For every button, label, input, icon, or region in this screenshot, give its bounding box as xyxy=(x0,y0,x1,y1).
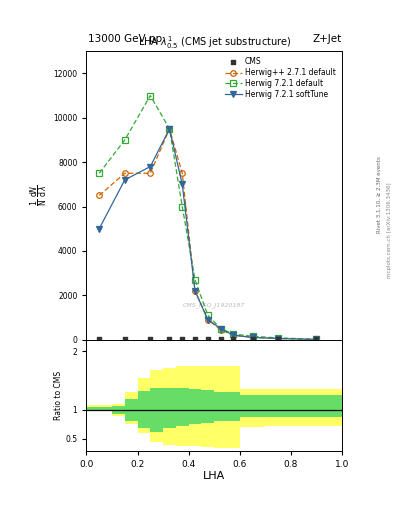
Herwig 7.2.1 softTune xyxy=(167,126,172,132)
CMS xyxy=(96,335,102,343)
CMS xyxy=(166,335,173,343)
Herwig 7.2.1 default xyxy=(148,93,152,99)
Y-axis label: $\frac{1}{\mathrm{N}}\,\frac{\mathrm{d}N}{\mathrm{d}\,\lambda}$: $\frac{1}{\mathrm{N}}\,\frac{\mathrm{d}N… xyxy=(29,184,50,206)
CMS xyxy=(275,335,281,343)
Herwig++ 2.7.1 default xyxy=(206,316,210,323)
CMS xyxy=(250,335,256,343)
Herwig 7.2.1 softTune xyxy=(123,177,127,183)
Herwig 7.2.1 softTune xyxy=(148,163,152,169)
Herwig 7.2.1 default xyxy=(123,137,127,143)
Text: CMS_FSQ_J1920187: CMS_FSQ_J1920187 xyxy=(183,302,245,308)
Herwig 7.2.1 default xyxy=(206,312,210,318)
Herwig 7.2.1 default xyxy=(167,126,172,132)
Y-axis label: Ratio to CMS: Ratio to CMS xyxy=(53,371,62,420)
Herwig 7.2.1 default xyxy=(97,170,101,176)
Herwig 7.2.1 softTune xyxy=(314,336,319,343)
Herwig 7.2.1 softTune xyxy=(231,332,236,338)
Line: Herwig 7.2.1 default: Herwig 7.2.1 default xyxy=(96,93,319,342)
Herwig++ 2.7.1 default xyxy=(97,193,101,199)
Herwig 7.2.1 softTune xyxy=(97,226,101,232)
Herwig 7.2.1 default xyxy=(314,336,319,343)
Herwig 7.2.1 softTune xyxy=(218,326,223,332)
Herwig 7.2.1 default xyxy=(250,333,255,339)
Text: Z+Jet: Z+Jet xyxy=(313,33,342,44)
CMS xyxy=(217,335,224,343)
Herwig++ 2.7.1 default xyxy=(218,327,223,333)
Herwig 7.2.1 softTune xyxy=(180,181,185,187)
Herwig++ 2.7.1 default xyxy=(193,288,197,294)
Text: mcplots.cern.ch [arXiv:1306.3436]: mcplots.cern.ch [arXiv:1306.3436] xyxy=(387,183,391,278)
Herwig++ 2.7.1 default xyxy=(148,170,152,176)
Herwig 7.2.1 default xyxy=(231,331,236,337)
Herwig 7.2.1 default xyxy=(276,335,281,341)
Herwig 7.2.1 softTune xyxy=(193,288,197,294)
Herwig++ 2.7.1 default xyxy=(231,332,236,338)
Herwig++ 2.7.1 default xyxy=(167,126,172,132)
X-axis label: LHA: LHA xyxy=(203,472,225,481)
Herwig++ 2.7.1 default xyxy=(250,334,255,340)
CMS xyxy=(147,335,153,343)
Herwig 7.2.1 softTune xyxy=(276,335,281,342)
Herwig++ 2.7.1 default xyxy=(276,335,281,342)
Line: Herwig 7.2.1 softTune: Herwig 7.2.1 softTune xyxy=(96,126,319,342)
CMS xyxy=(122,335,128,343)
Herwig 7.2.1 default xyxy=(193,276,197,283)
Text: Rivet 3.1.10, ≥ 2.3M events: Rivet 3.1.10, ≥ 2.3M events xyxy=(377,156,382,233)
Title: LHA $\lambda^{1}_{0.5}$ (CMS jet substructure): LHA $\lambda^{1}_{0.5}$ (CMS jet substru… xyxy=(138,34,291,51)
Herwig 7.2.1 softTune xyxy=(206,316,210,323)
Legend: CMS, Herwig++ 2.7.1 default, Herwig 7.2.1 default, Herwig 7.2.1 softTune: CMS, Herwig++ 2.7.1 default, Herwig 7.2.… xyxy=(223,55,338,101)
Herwig 7.2.1 softTune xyxy=(250,334,255,340)
CMS xyxy=(205,335,211,343)
Herwig 7.2.1 default xyxy=(180,203,185,209)
Herwig 7.2.1 default xyxy=(218,326,223,332)
CMS xyxy=(230,335,237,343)
Herwig++ 2.7.1 default xyxy=(123,170,127,176)
Herwig++ 2.7.1 default xyxy=(180,170,185,176)
Text: 13000 GeV pp: 13000 GeV pp xyxy=(88,33,163,44)
Herwig++ 2.7.1 default xyxy=(314,336,319,343)
CMS xyxy=(313,335,320,343)
Line: Herwig++ 2.7.1 default: Herwig++ 2.7.1 default xyxy=(96,126,319,342)
CMS xyxy=(179,335,185,343)
CMS xyxy=(192,335,198,343)
